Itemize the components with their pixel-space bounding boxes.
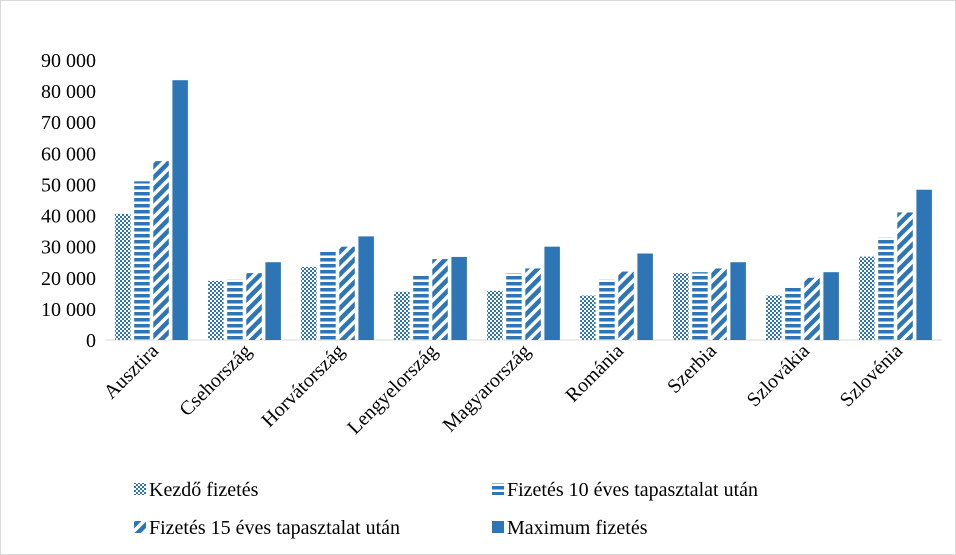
bar-1-9 bbox=[859, 256, 875, 340]
legend-label-1: Kezdő fizetés bbox=[149, 479, 259, 501]
bar-2-6 bbox=[599, 279, 615, 340]
y-tick-label: 90 000 bbox=[41, 50, 96, 72]
bar-2-1 bbox=[134, 181, 150, 340]
bar-4-3 bbox=[358, 236, 374, 340]
y-tick-label: 40 000 bbox=[41, 206, 96, 228]
bar-4-5 bbox=[544, 246, 560, 340]
bar-1-4 bbox=[394, 291, 410, 340]
bar-4-2 bbox=[265, 262, 281, 340]
bar-1-6 bbox=[580, 295, 596, 340]
bar-3-8 bbox=[804, 277, 820, 340]
y-tick-label: 20 000 bbox=[41, 268, 96, 290]
y-tick-label: 60 000 bbox=[41, 143, 96, 165]
bar-1-1 bbox=[115, 214, 131, 340]
bar-1-7 bbox=[673, 273, 689, 340]
legend-swatch-1 bbox=[134, 483, 146, 495]
legend: Kezdő fizetés Fizetés 10 éves tapasztalat… bbox=[134, 479, 758, 539]
legend-label-3: Fizetés 15 éves tapasztalat után bbox=[149, 517, 400, 539]
bar-4-4 bbox=[451, 256, 467, 340]
bar-2-5 bbox=[506, 273, 522, 340]
bar-4-7 bbox=[730, 262, 746, 340]
bar-1-8 bbox=[766, 295, 782, 340]
bar-2-9 bbox=[878, 237, 894, 340]
bar-1-5 bbox=[487, 290, 503, 340]
bar-3-3 bbox=[339, 246, 355, 340]
bar-3-1 bbox=[153, 161, 169, 340]
bars bbox=[115, 80, 932, 340]
bar-2-3 bbox=[320, 249, 336, 340]
bar-1-2 bbox=[208, 280, 224, 340]
legend-swatch-3 bbox=[134, 521, 146, 533]
bar-4-9 bbox=[916, 189, 932, 340]
y-tick-label: 80 000 bbox=[41, 81, 96, 103]
bar-1-3 bbox=[301, 266, 317, 340]
bar-3-6 bbox=[618, 271, 634, 340]
y-tick-label: 70 000 bbox=[41, 112, 96, 134]
bar-3-5 bbox=[525, 268, 541, 340]
bar-4-8 bbox=[823, 272, 839, 340]
y-tick-label: 0 bbox=[86, 330, 96, 352]
bar-3-4 bbox=[432, 259, 448, 340]
bar-2-4 bbox=[413, 274, 429, 340]
bar-3-2 bbox=[246, 273, 262, 340]
bar-3-9 bbox=[897, 212, 913, 340]
legend-label-4: Maximum fizetés bbox=[507, 517, 648, 539]
y-tick-label: 30 000 bbox=[41, 237, 96, 259]
y-tick-label: 10 000 bbox=[41, 299, 96, 321]
bar-2-2 bbox=[227, 279, 243, 340]
y-axis: 0 10 000 20 000 30 000 40 000 50 000 60 000 70 … bbox=[41, 50, 96, 352]
bar-2-7 bbox=[692, 272, 708, 340]
bar-4-1 bbox=[172, 80, 188, 340]
bar-2-8 bbox=[785, 285, 801, 340]
legend-swatch-2 bbox=[492, 483, 504, 495]
y-tick-label: 50 000 bbox=[41, 174, 96, 196]
legend-label-2: Fizetés 10 éves tapasztalat után bbox=[507, 479, 758, 501]
legend-swatch-4 bbox=[492, 521, 504, 533]
bar-4-6 bbox=[637, 253, 653, 340]
bar-3-7 bbox=[711, 268, 727, 340]
